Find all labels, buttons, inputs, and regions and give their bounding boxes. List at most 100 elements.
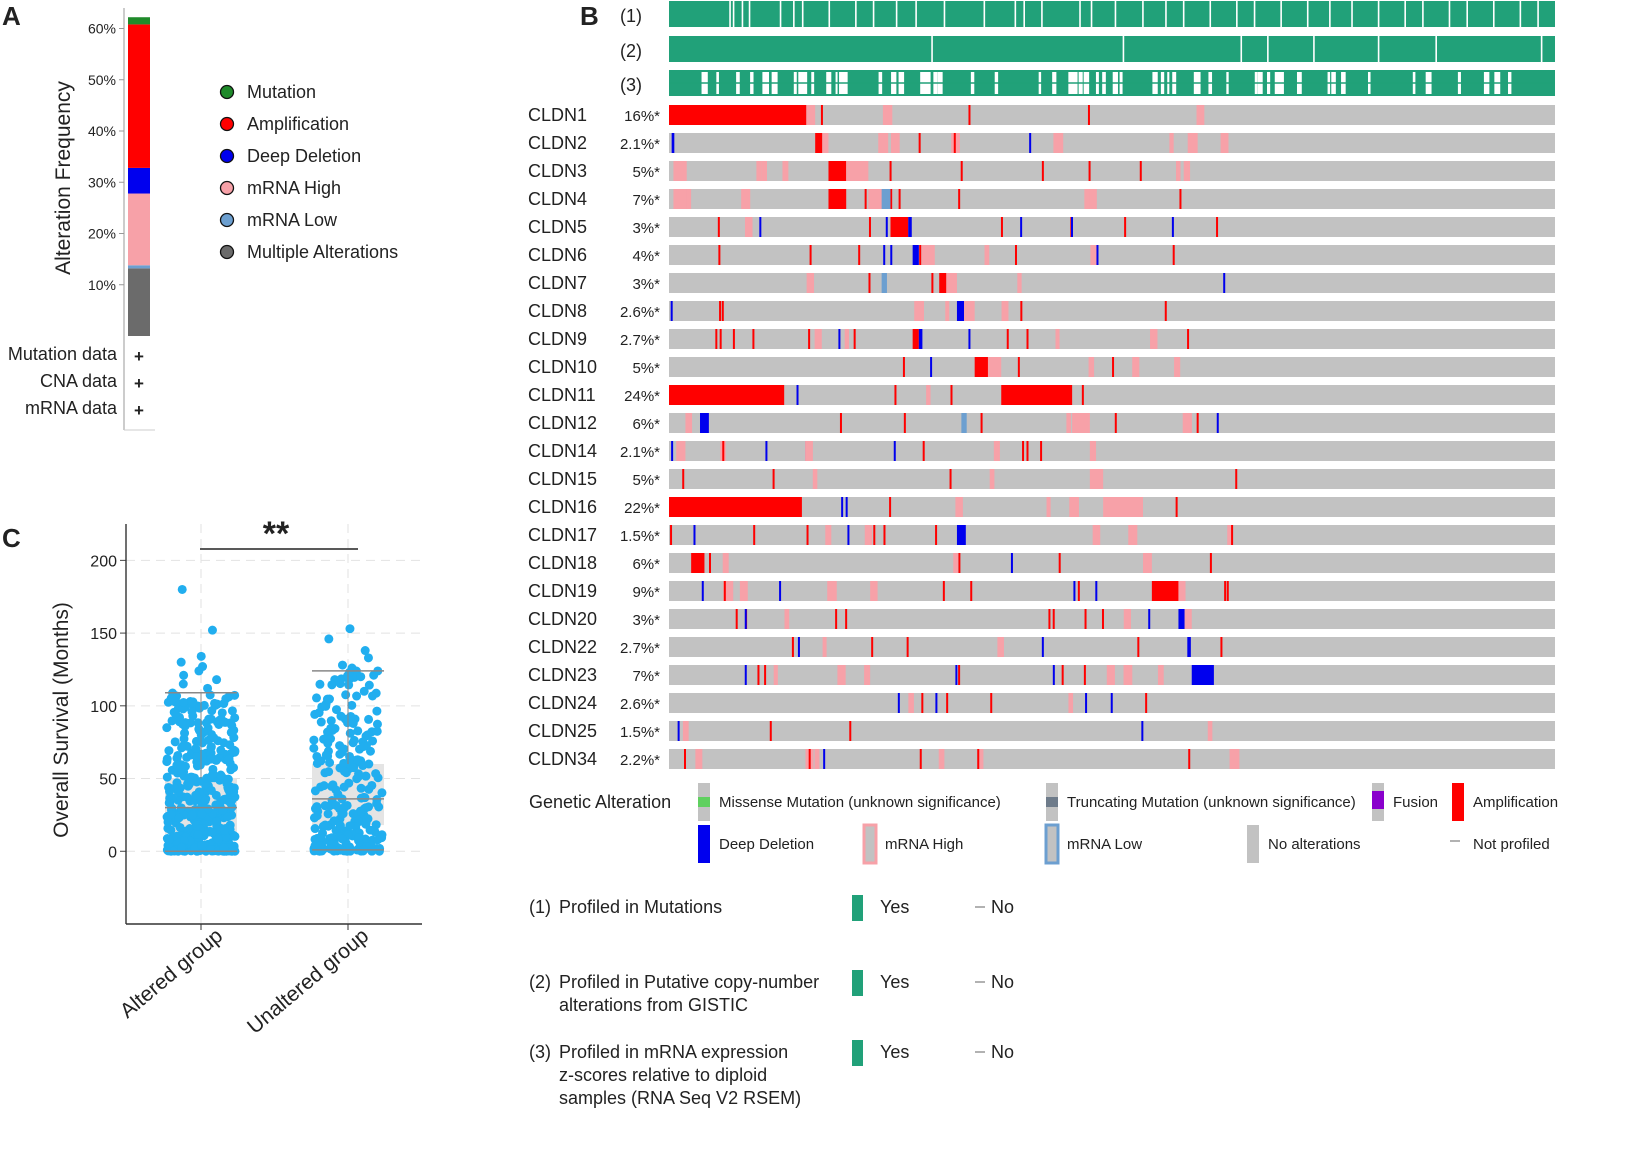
gene-pct-cldn7: 3%* (632, 276, 660, 293)
alteration-mark (671, 441, 674, 461)
track-gap (872, 1, 875, 27)
alteration-mark (782, 161, 789, 181)
gene-row-cldn17 (669, 525, 1555, 545)
gene-row-cldn3 (669, 161, 1555, 181)
data-point (339, 804, 349, 814)
alteration-mark (919, 749, 922, 769)
alteration-mark (1046, 497, 1051, 517)
track-gap (931, 36, 933, 62)
gene-name-cldn20: CLDN20 (528, 609, 597, 629)
alteration-block-amp (974, 357, 988, 377)
data-point (371, 769, 381, 779)
bar-segment-amplification (128, 24, 150, 168)
profile-yes-label: Yes (880, 1042, 909, 1062)
alteration-mark (1053, 133, 1064, 153)
alteration-mark (1058, 553, 1061, 573)
profile-no-label: No (991, 1042, 1014, 1062)
track-gap (1280, 1, 1282, 27)
alteration-mark (1175, 497, 1178, 517)
legend-label-mrna-high: mRNA High (885, 836, 963, 853)
alteration-mark (808, 329, 811, 349)
alteration-mark (1085, 693, 1088, 713)
data-point (349, 763, 359, 773)
alteration-mark (1088, 357, 1095, 377)
data-point (358, 761, 368, 771)
alteration-mark (953, 133, 956, 153)
alteration-mark (1068, 693, 1074, 713)
track-label: (1) (620, 6, 642, 26)
data-point (359, 686, 369, 696)
legend-inner (1046, 797, 1058, 807)
gene-name-cldn10: CLDN10 (528, 357, 597, 377)
legend-title: Genetic Alteration (529, 792, 671, 812)
bar-segment-mrna-low (128, 265, 150, 269)
track-gap (895, 1, 898, 27)
alteration-mark (898, 189, 901, 209)
alteration-mark (950, 385, 953, 405)
data-point (326, 716, 336, 726)
track-gap (1377, 1, 1380, 27)
track-gap (1537, 1, 1539, 27)
alteration-mark (1084, 609, 1087, 629)
data-point (180, 728, 190, 738)
legend-label-amplification: Amplification (1473, 794, 1558, 811)
alteration-mark (1141, 721, 1144, 741)
alteration-block-amp (669, 105, 807, 125)
data-point (315, 679, 325, 689)
track-gap (1114, 1, 1117, 27)
alteration-mark (1231, 525, 1234, 545)
gene-name-cldn1: CLDN1 (528, 105, 587, 125)
alteration-mark (1048, 609, 1051, 629)
alteration-mark (1187, 329, 1190, 349)
data-point (363, 730, 373, 740)
gene-name-cldn12: CLDN12 (528, 413, 597, 433)
track-gap (1267, 36, 1269, 62)
gene-pct-cldn24: 2.6%* (620, 696, 660, 713)
alteration-block-del (908, 217, 912, 237)
alteration-mark (958, 665, 961, 685)
alteration-legend: Missense Mutation (unknown significance)… (698, 783, 1558, 865)
profile-description: Profiled in Mutations (559, 897, 722, 917)
gene-pct-cldn20: 3%* (632, 612, 660, 629)
data-point (312, 811, 322, 821)
alteration-mark (935, 525, 938, 545)
track-gap (1182, 1, 1185, 27)
alteration-block-high (987, 357, 1002, 377)
alteration-mark (808, 749, 811, 769)
alteration-mark (670, 301, 673, 321)
profile-description: samples (RNA Seq V2 RSEM) (559, 1088, 801, 1108)
alteration-mark (1066, 413, 1071, 433)
data-point (373, 835, 383, 845)
y-tick-label: 50 (99, 772, 117, 789)
y-tick-label: 20% (88, 226, 116, 242)
alteration-mark (1148, 609, 1151, 629)
alteration-block-amp (912, 329, 919, 349)
data-point (193, 829, 203, 839)
data-point (339, 782, 349, 792)
data-point (310, 824, 320, 834)
data-point (326, 844, 336, 854)
alteration-mark (1101, 609, 1104, 629)
data-point (356, 783, 366, 793)
alteration-mark (752, 329, 755, 349)
gene-pct-cldn4: 7%* (632, 192, 660, 209)
alteration-mark (903, 413, 906, 433)
data-point (224, 754, 234, 764)
track-gap (828, 1, 831, 27)
alteration-block-high (1184, 609, 1192, 629)
outlier-point (363, 653, 373, 663)
data-point (327, 781, 337, 791)
data-point (222, 779, 232, 789)
alteration-mark (719, 301, 722, 321)
track-gap (1404, 1, 1406, 27)
data-point (219, 843, 229, 853)
significance-label: ** (263, 515, 290, 553)
alteration-mark (878, 133, 889, 153)
data-point (219, 699, 229, 709)
profile-yes-swatch (852, 1040, 863, 1066)
alteration-mark (935, 693, 938, 713)
alteration-mark (806, 273, 815, 293)
alteration-mark (873, 525, 876, 545)
alteration-mark (676, 441, 686, 461)
alteration-mark (791, 637, 794, 657)
